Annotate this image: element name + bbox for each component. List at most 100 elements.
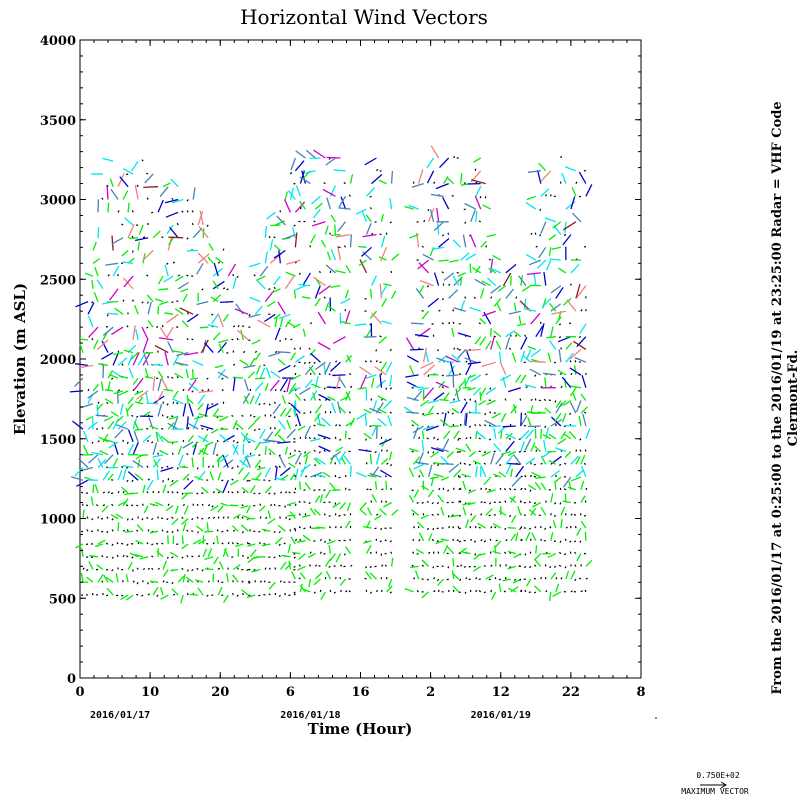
wind-vector	[164, 351, 169, 366]
wind-vector	[544, 407, 552, 414]
wind-vector	[88, 326, 99, 338]
wind-vector	[104, 398, 114, 405]
wind-vector	[131, 250, 134, 253]
wind-vector	[359, 366, 372, 376]
wind-vector	[258, 454, 261, 457]
wind-vector	[160, 466, 174, 472]
wind-vector	[115, 573, 119, 583]
wind-vector	[384, 539, 387, 542]
wind-vector	[200, 424, 214, 430]
wind-vector	[167, 422, 179, 430]
wind-vector	[581, 375, 587, 388]
wind-vector	[550, 572, 557, 580]
wind-vector	[176, 467, 179, 470]
wind-vector	[278, 594, 281, 598]
wind-vector	[91, 441, 94, 444]
wind-vector	[328, 538, 331, 542]
wind-vector	[111, 529, 114, 532]
wind-vector	[217, 472, 222, 481]
wind-vector	[335, 446, 344, 453]
wind-vector	[172, 261, 175, 264]
wind-vector	[378, 336, 387, 344]
wind-vector	[196, 516, 199, 519]
wind-vector	[313, 149, 326, 159]
wind-vector	[481, 280, 491, 287]
wind-vector	[493, 443, 502, 452]
wind-vector	[576, 336, 587, 348]
wind-vector	[569, 540, 572, 543]
wind-vector	[458, 547, 467, 555]
wind-vector	[334, 577, 337, 580]
wind-vector	[374, 527, 377, 530]
wind-vector	[538, 246, 547, 259]
wind-vector	[191, 222, 194, 226]
wind-vector	[336, 233, 351, 238]
wind-vector	[198, 225, 209, 239]
wind-vector	[389, 198, 393, 210]
wind-vector	[544, 527, 547, 530]
wind-vector	[440, 538, 449, 542]
wind-vector	[159, 300, 169, 306]
wind-vector	[131, 504, 134, 507]
wind-vector	[540, 462, 543, 465]
wind-vector	[558, 267, 567, 274]
wind-vector	[328, 514, 331, 518]
wind-vector	[338, 376, 347, 389]
wind-vector	[135, 329, 139, 341]
wind-vector	[508, 487, 512, 491]
wind-vector	[328, 544, 332, 554]
wind-vector	[337, 221, 347, 232]
wind-vector	[421, 501, 424, 504]
wind-vector	[217, 341, 228, 354]
wind-vector	[87, 302, 95, 315]
wind-vector	[343, 514, 346, 516]
wind-vector	[274, 428, 281, 437]
wind-vector	[151, 211, 154, 214]
wind-vector	[136, 415, 139, 418]
wind-vector	[305, 475, 308, 478]
wind-vector	[525, 386, 528, 389]
wind-vector	[157, 370, 164, 379]
wind-vector	[152, 376, 156, 391]
wind-vector	[357, 387, 367, 390]
wind-vector	[474, 278, 487, 287]
wind-vector	[279, 580, 282, 583]
wind-vector	[104, 438, 114, 443]
wind-vector	[411, 182, 424, 188]
wind-vector	[540, 428, 543, 439]
wind-vector	[527, 345, 537, 351]
wind-vector	[169, 226, 179, 239]
wind-vector	[479, 387, 487, 397]
wind-vector	[126, 325, 129, 328]
wind-vector	[330, 361, 341, 372]
wind-vector	[280, 491, 283, 494]
wind-vector	[279, 408, 287, 417]
wind-vector	[290, 374, 301, 381]
wind-vector	[227, 490, 230, 494]
wind-vector	[477, 522, 487, 529]
wind-vector	[187, 434, 194, 443]
wind-vector	[428, 405, 435, 414]
wind-vector	[131, 210, 134, 213]
wind-vector	[326, 251, 332, 261]
wind-vector	[527, 170, 541, 173]
wind-vector	[242, 472, 250, 481]
wind-vector	[375, 360, 378, 363]
wind-vector	[165, 326, 174, 340]
wind-vector	[121, 594, 124, 597]
wind-vector	[533, 463, 536, 466]
wind-vector	[437, 494, 445, 503]
wind-vector	[264, 226, 268, 238]
wind-vector	[480, 539, 483, 542]
wind-vector	[328, 157, 331, 160]
wind-vector	[478, 220, 481, 223]
wind-vector	[204, 556, 214, 561]
wind-vector	[584, 449, 587, 452]
wind-vector	[105, 568, 109, 571]
wind-vector	[387, 415, 393, 427]
wind-vector	[563, 488, 567, 491]
wind-vector	[436, 207, 440, 222]
wind-vector	[81, 548, 84, 557]
wind-vector	[493, 330, 502, 338]
wind-vector	[284, 505, 286, 508]
